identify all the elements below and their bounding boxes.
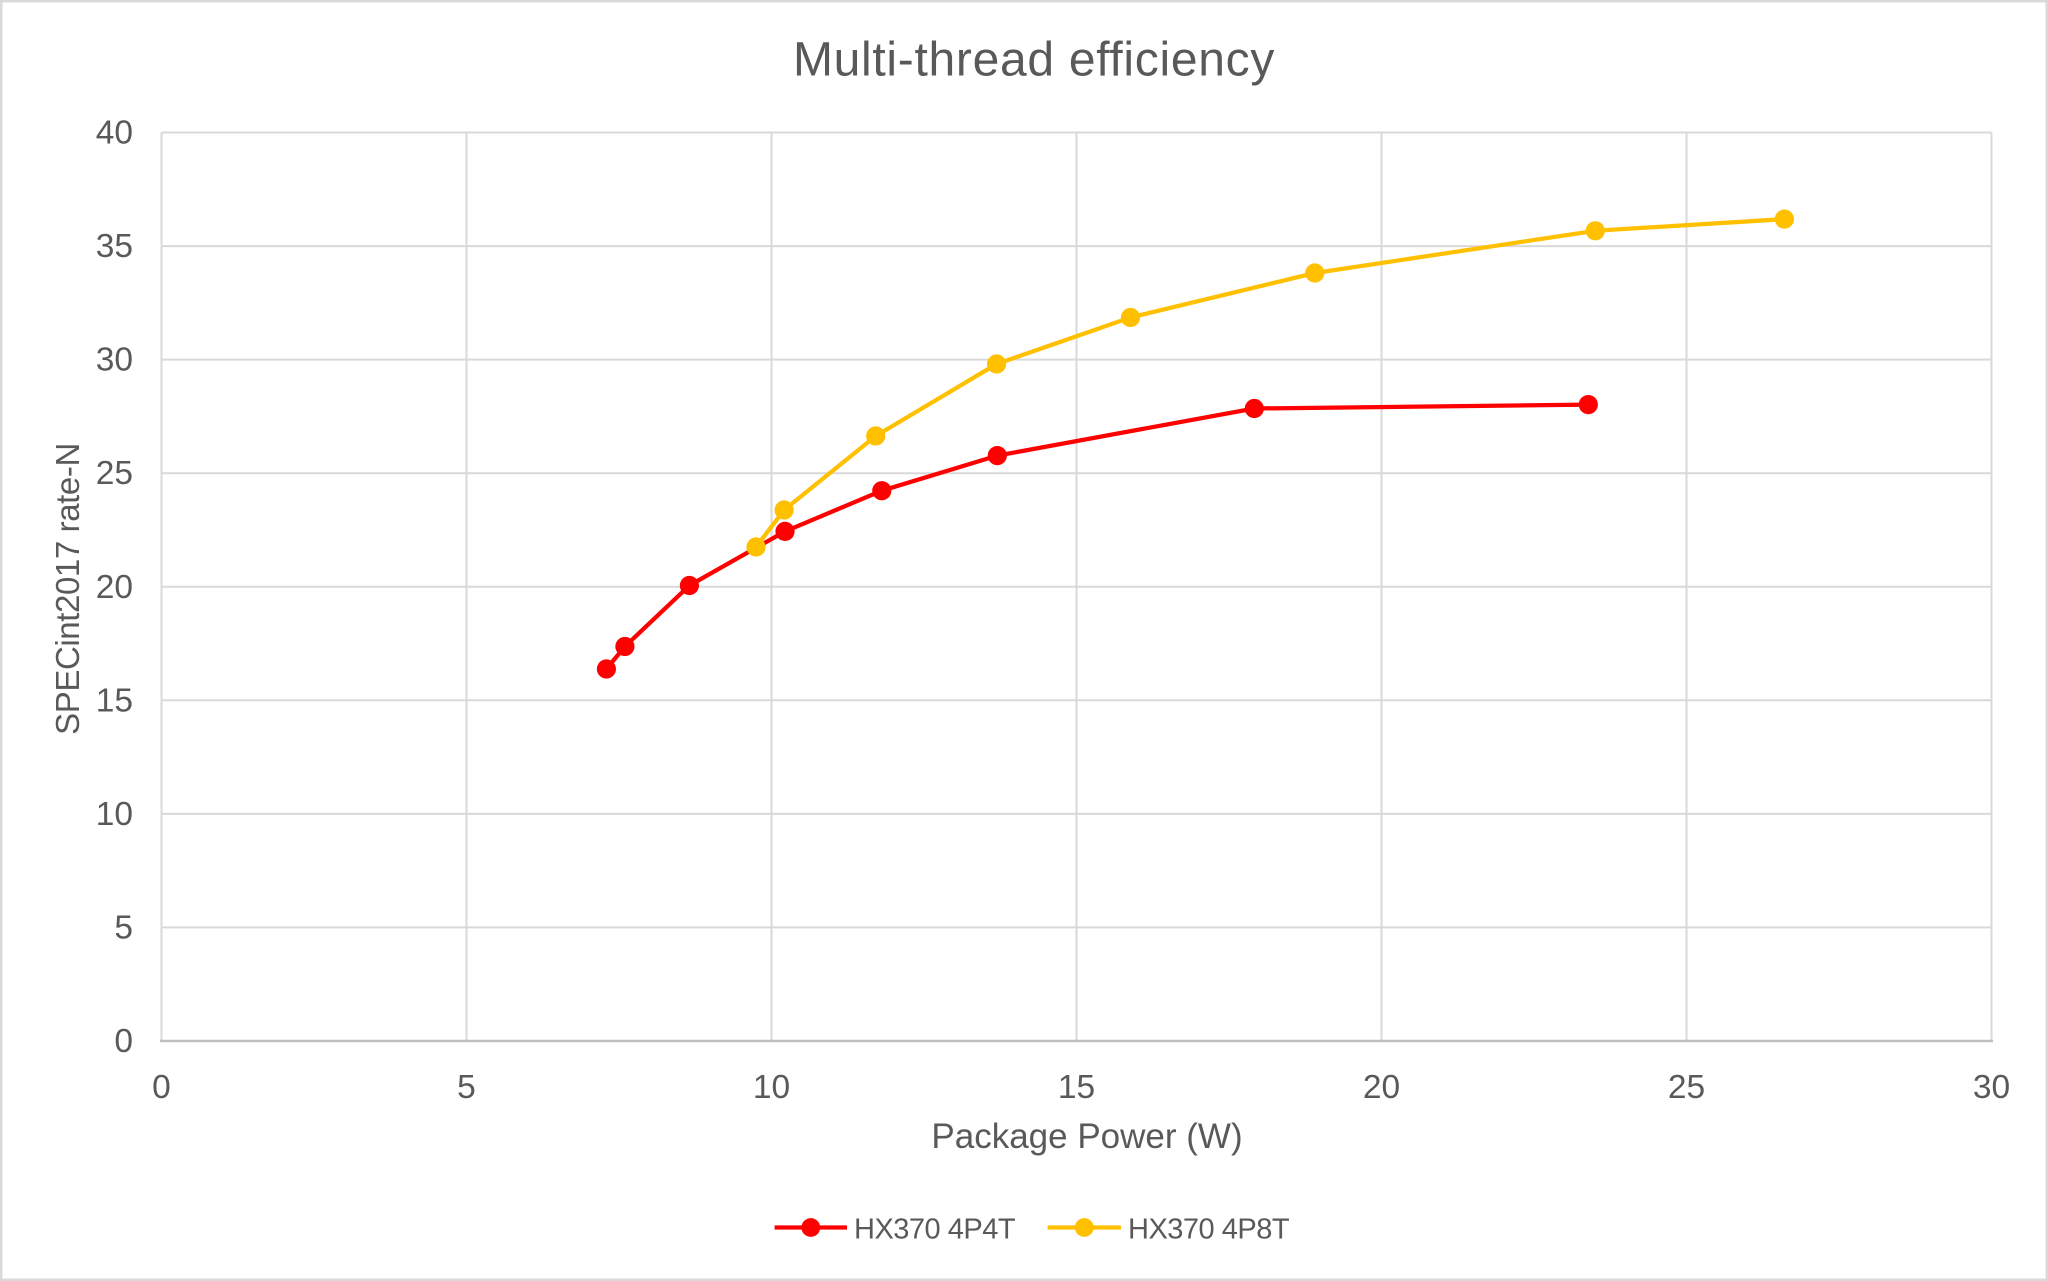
svg-text:20: 20 bbox=[1363, 1069, 1400, 1106]
svg-text:HX370 4P4T: HX370 4P4T bbox=[854, 1213, 1016, 1245]
svg-text:5: 5 bbox=[114, 909, 133, 946]
svg-text:35: 35 bbox=[96, 228, 133, 265]
svg-text:Package Power (W): Package Power (W) bbox=[931, 1117, 1242, 1156]
svg-text:30: 30 bbox=[96, 342, 133, 379]
svg-text:25: 25 bbox=[96, 455, 133, 492]
svg-text:15: 15 bbox=[1058, 1069, 1095, 1106]
svg-text:20: 20 bbox=[96, 569, 133, 606]
svg-text:25: 25 bbox=[1668, 1069, 1705, 1106]
svg-text:5: 5 bbox=[457, 1069, 476, 1106]
svg-text:HX370 4P8T: HX370 4P8T bbox=[1128, 1213, 1290, 1245]
svg-text:Multi-thread efficiency: Multi-thread efficiency bbox=[793, 34, 1275, 87]
svg-text:0: 0 bbox=[152, 1069, 171, 1106]
svg-text:0: 0 bbox=[114, 1023, 133, 1060]
svg-text:10: 10 bbox=[753, 1069, 790, 1106]
svg-text:10: 10 bbox=[96, 796, 133, 833]
svg-text:40: 40 bbox=[96, 115, 133, 152]
svg-text:30: 30 bbox=[1973, 1069, 2010, 1106]
svg-text:15: 15 bbox=[96, 682, 133, 719]
svg-text:SPECint2017 rate-N: SPECint2017 rate-N bbox=[49, 443, 86, 735]
